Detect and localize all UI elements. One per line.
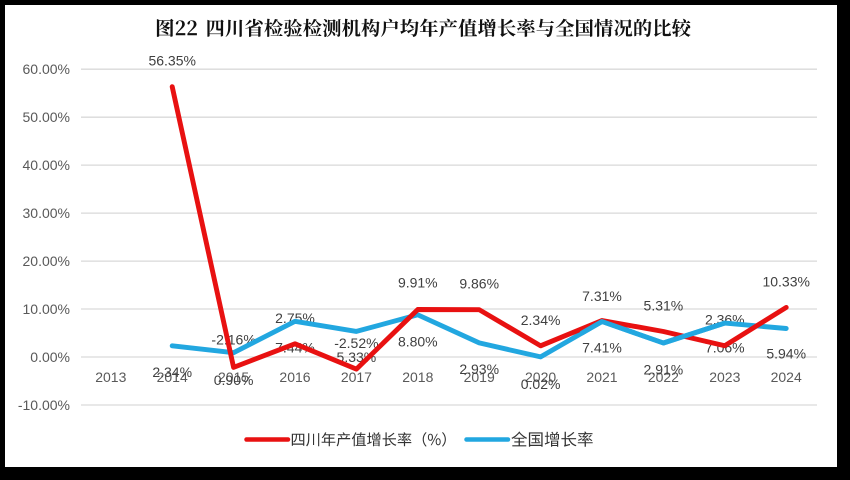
svg-text:7.31%: 7.31%	[582, 288, 622, 304]
svg-text:10.33%: 10.33%	[762, 273, 809, 289]
svg-text:9.86%: 9.86%	[459, 276, 499, 292]
svg-text:-2.52%: -2.52%	[334, 335, 378, 351]
svg-text:7.41%: 7.41%	[582, 340, 622, 356]
svg-text:2024: 2024	[771, 369, 802, 385]
svg-text:2016: 2016	[279, 369, 310, 385]
svg-text:-10.00%: -10.00%	[18, 397, 70, 413]
svg-text:2023: 2023	[709, 369, 740, 385]
svg-text:0.00%: 0.00%	[30, 349, 70, 365]
svg-text:2.93%: 2.93%	[459, 361, 499, 377]
svg-text:-2.16%: -2.16%	[211, 331, 255, 347]
svg-text:20.00%: 20.00%	[23, 253, 70, 269]
svg-text:2019: 2019	[464, 369, 495, 385]
svg-text:56.35%: 56.35%	[148, 53, 195, 69]
svg-text:9.91%: 9.91%	[398, 275, 438, 291]
svg-text:2.91%: 2.91%	[644, 362, 684, 378]
svg-text:60.00%: 60.00%	[23, 61, 70, 77]
svg-text:2021: 2021	[586, 369, 617, 385]
svg-text:5.31%: 5.31%	[644, 298, 684, 314]
svg-text:5.94%: 5.94%	[766, 346, 806, 362]
svg-text:2015: 2015	[218, 369, 249, 385]
svg-text:0.90%: 0.90%	[214, 372, 254, 388]
svg-text:50.00%: 50.00%	[23, 109, 70, 125]
svg-text:2.34%: 2.34%	[152, 364, 192, 380]
svg-text:2017: 2017	[341, 369, 372, 385]
svg-text:2013: 2013	[95, 369, 126, 385]
svg-text:7.44%: 7.44%	[275, 339, 315, 355]
svg-text:30.00%: 30.00%	[23, 205, 70, 221]
svg-text:2020: 2020	[525, 369, 556, 385]
svg-text:2.34%: 2.34%	[521, 312, 561, 328]
svg-text:8.80%: 8.80%	[398, 333, 438, 349]
svg-text:2014: 2014	[157, 369, 188, 385]
svg-text:2018: 2018	[402, 369, 433, 385]
svg-text:0.02%: 0.02%	[521, 376, 561, 392]
svg-text:10.00%: 10.00%	[23, 301, 70, 317]
svg-text:40.00%: 40.00%	[23, 157, 70, 173]
svg-text:2022: 2022	[648, 369, 679, 385]
